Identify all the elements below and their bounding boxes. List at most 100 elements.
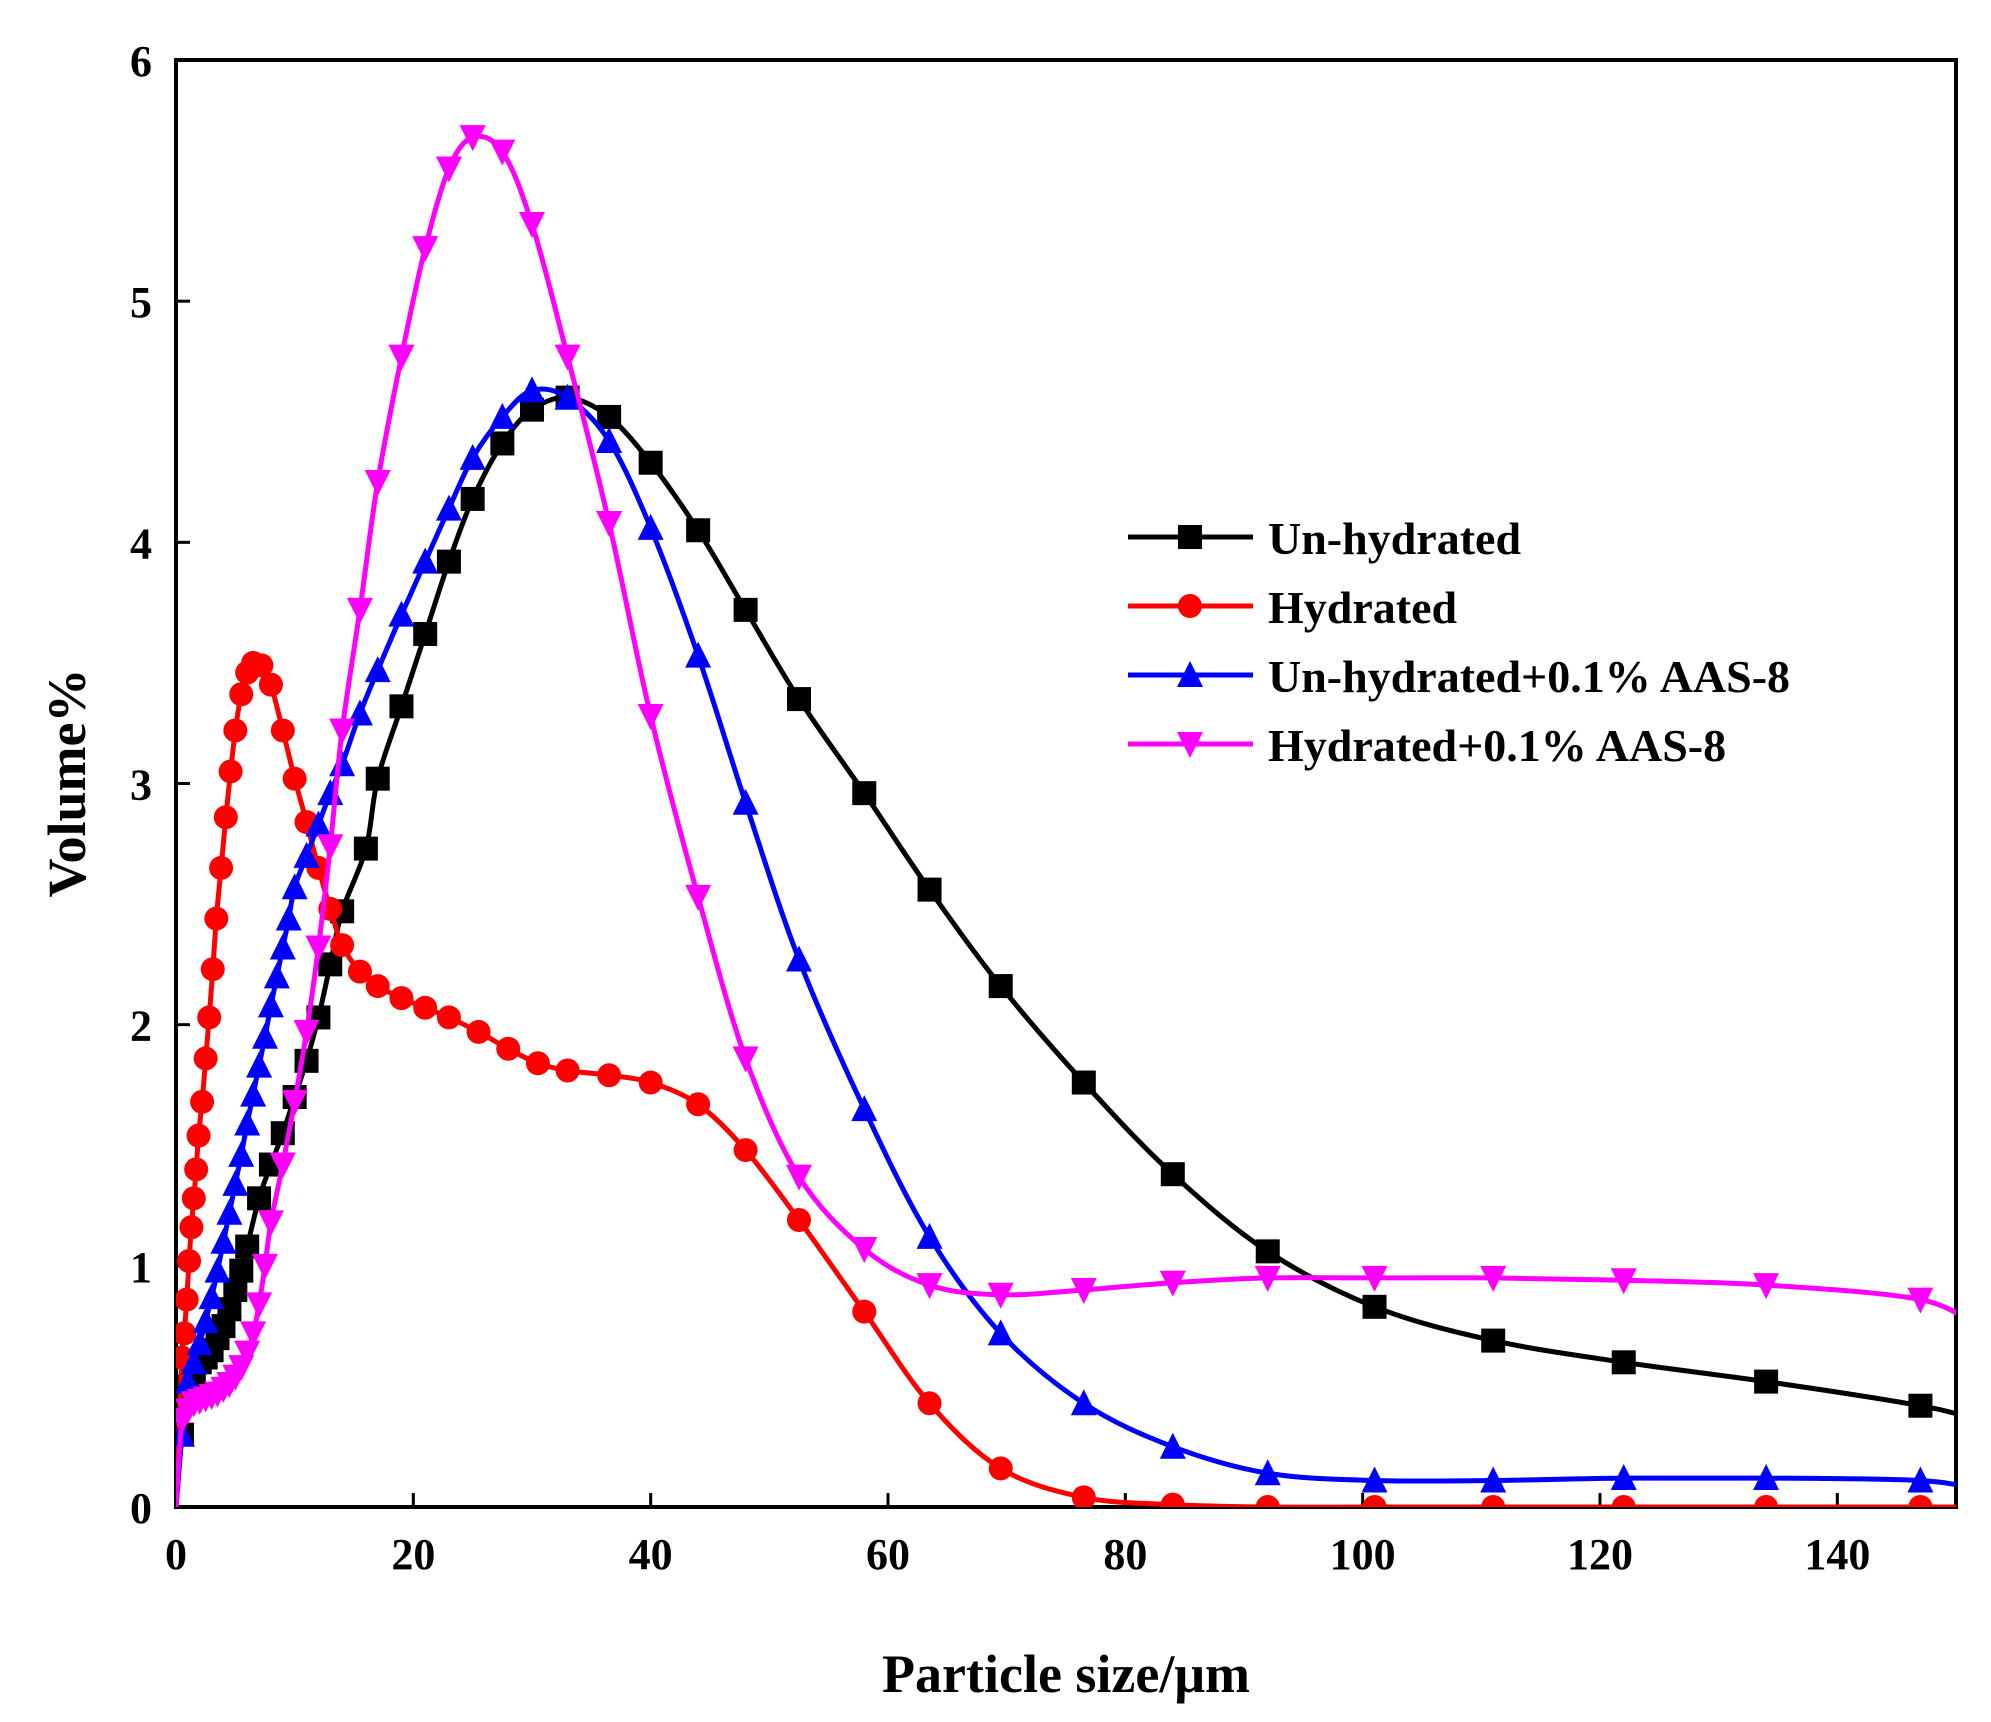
data-point xyxy=(204,1256,231,1283)
data-point xyxy=(190,1089,215,1114)
data-point xyxy=(293,841,320,868)
data-point xyxy=(459,125,486,152)
data-point xyxy=(1159,1432,1186,1459)
legend-marker xyxy=(1177,661,1203,687)
data-point xyxy=(1908,1393,1933,1418)
x-tick-label: 100 xyxy=(1330,1530,1396,1579)
data-point xyxy=(1908,1495,1933,1507)
data-point xyxy=(330,933,355,958)
data-point xyxy=(1968,1408,1991,1432)
data-point xyxy=(240,1080,267,1107)
data-point xyxy=(637,513,664,540)
x-axis-title: Particle size/μm xyxy=(882,1644,1250,1704)
data-point xyxy=(596,427,623,454)
data-point xyxy=(597,404,622,429)
x-tick-label: 80 xyxy=(1103,1530,1147,1579)
data-point xyxy=(200,957,225,982)
data-point xyxy=(258,672,283,697)
data-point xyxy=(519,376,545,403)
legend-label: Hydrated xyxy=(1268,582,1458,633)
x-tick-label: 140 xyxy=(1804,1530,1870,1579)
data-point xyxy=(686,518,711,543)
data-point xyxy=(269,933,296,960)
data-point xyxy=(293,1019,320,1046)
data-point xyxy=(1070,1277,1097,1304)
data-point xyxy=(179,1215,204,1240)
series-3 xyxy=(176,125,1956,1507)
data-point xyxy=(852,1299,877,1324)
data-point xyxy=(1480,1466,1507,1493)
data-point xyxy=(413,995,438,1020)
data-point xyxy=(685,884,712,911)
data-point xyxy=(1968,1495,1991,1519)
data-point xyxy=(435,494,462,521)
data-point xyxy=(365,766,390,791)
data-point xyxy=(281,873,308,900)
legend-marker xyxy=(1177,732,1203,758)
data-point xyxy=(1070,1389,1097,1416)
data-point xyxy=(988,1456,1013,1481)
data-point xyxy=(1907,1466,1934,1493)
y-axis-ticks: 0 1 2 3 4 5 6 xyxy=(130,37,190,1533)
data-point xyxy=(987,1282,1014,1309)
data-point xyxy=(365,974,390,999)
data-point xyxy=(489,402,516,429)
data-point xyxy=(177,1249,202,1274)
data-point xyxy=(1254,1459,1281,1486)
data-point xyxy=(987,1319,1014,1346)
data-point xyxy=(234,1340,261,1367)
data-point xyxy=(204,906,229,931)
data-point xyxy=(197,1005,222,1030)
data-point xyxy=(1967,1476,1991,1502)
y-tick-label: 5 xyxy=(130,278,152,327)
data-point xyxy=(436,1005,461,1030)
data-point xyxy=(209,855,234,880)
data-point xyxy=(786,945,812,972)
data-point xyxy=(210,1227,237,1254)
data-point xyxy=(525,1051,550,1076)
series-0 xyxy=(176,385,1991,1507)
data-point xyxy=(184,1157,209,1182)
data-point xyxy=(329,750,356,777)
data-point xyxy=(223,718,248,743)
data-point xyxy=(1160,1492,1185,1507)
data-point xyxy=(247,1186,272,1211)
x-axis-ticks: 0 20 40 60 80 100 120 140 xyxy=(165,1493,1870,1579)
data-point xyxy=(389,694,414,719)
y-tick-label: 4 xyxy=(130,519,152,568)
data-point xyxy=(637,703,664,730)
data-point xyxy=(1754,1495,1779,1507)
y-tick-label: 3 xyxy=(130,761,152,810)
data-point xyxy=(1480,1265,1507,1292)
x-tick-label: 0 xyxy=(165,1530,187,1579)
x-tick-label: 20 xyxy=(391,1530,435,1579)
x-tick-label: 60 xyxy=(866,1530,910,1579)
legend-label: Un-hydrated xyxy=(1268,513,1521,564)
data-point xyxy=(229,682,254,707)
data-point xyxy=(281,1089,308,1116)
data-point xyxy=(176,1321,197,1346)
data-point xyxy=(213,805,238,830)
data-point xyxy=(1159,1270,1186,1297)
data-point xyxy=(1361,1265,1388,1292)
data-point xyxy=(218,759,243,784)
data-point xyxy=(555,1058,580,1083)
data-point xyxy=(1362,1495,1387,1507)
data-point xyxy=(917,877,942,902)
data-point xyxy=(786,1164,812,1191)
y-tick-label: 0 xyxy=(130,1484,152,1533)
data-point xyxy=(317,834,344,861)
data-point xyxy=(686,1092,711,1117)
data-point xyxy=(732,788,759,815)
data-point xyxy=(364,656,391,683)
y-axis-title: Volume% xyxy=(37,668,97,897)
data-point xyxy=(554,383,581,410)
data-point xyxy=(263,962,290,989)
data-point xyxy=(1753,1464,1780,1491)
data-point xyxy=(257,991,284,1018)
legend-marker xyxy=(1178,525,1202,549)
data-point xyxy=(1160,1162,1185,1187)
data-point xyxy=(305,935,332,962)
data-point xyxy=(1071,1485,1096,1507)
